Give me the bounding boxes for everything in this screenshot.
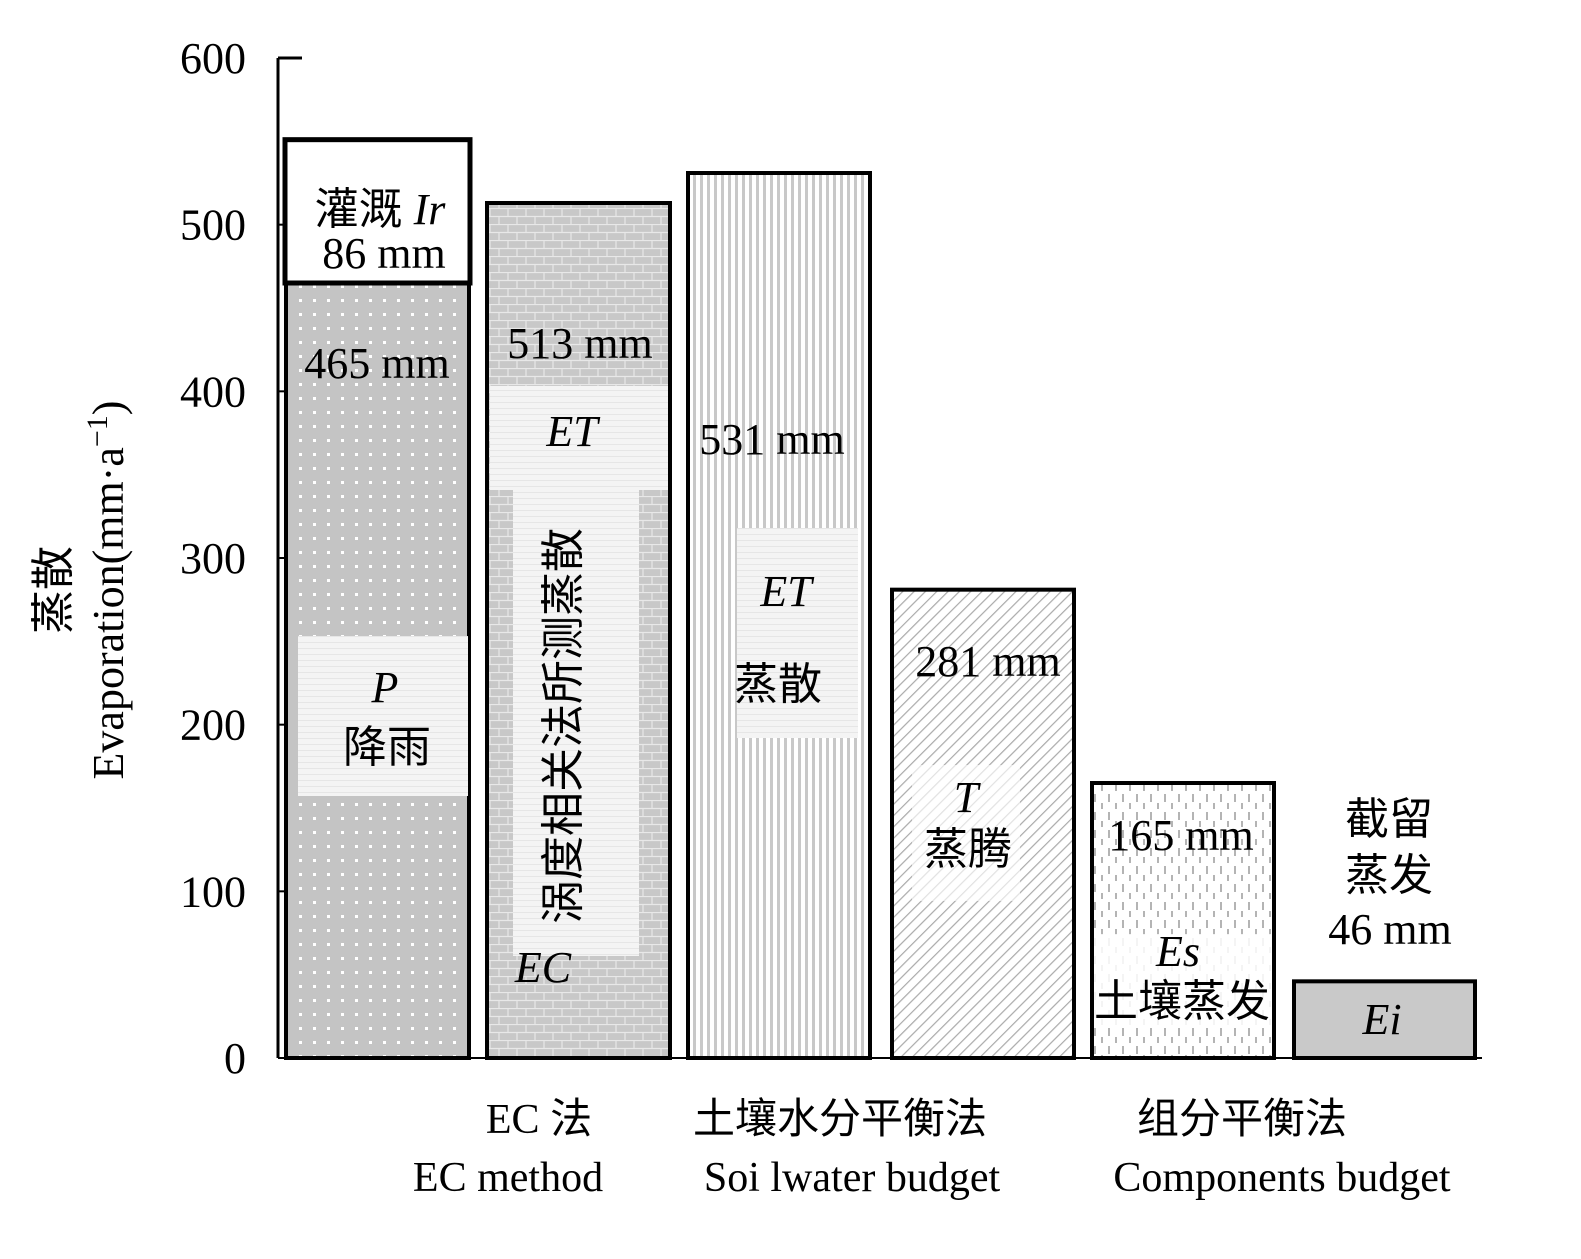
y-axis-label-en-main: Evaporation(mm·a [84,447,133,779]
y-tick-label: 200 [180,701,246,750]
category-ec-en: EC method [413,1155,603,1201]
label-swb-cn: 蒸散 [734,660,822,709]
category-swb-en: Soi lwater budget [704,1155,1001,1201]
bar-transpiration-inner-panel [912,765,1020,901]
label-soil-evap-cn: 土壤蒸发 [1094,977,1270,1026]
category-swb-cn: 土壤水分平衡法 [693,1096,987,1143]
label-interception-value: 46 mm [1328,905,1451,954]
y-axis-label-sup: −1 [81,415,114,447]
label-ec-vertical: 涡度相关法所测蒸散 [539,528,588,924]
label-interception-cn-2: 蒸发 [1345,851,1433,900]
label-irrigation-value: 86 mm [322,229,445,278]
y-tick-label: 600 [180,34,246,83]
label-ec-ec: EC [514,943,572,992]
label-precip-value: 465 mm [304,339,449,388]
label-interception-cn-1: 截留 [1345,795,1433,844]
y-tick-label: 0 [224,1034,246,1083]
label-precip-cn: 降雨 [343,723,431,772]
label-swb-et: ET [759,567,815,616]
y-tick-label: 300 [180,534,246,583]
bar-interception [1292,979,1477,1060]
label-precip-symbol: P [371,663,399,712]
label-ec-et: ET [545,407,601,456]
label-irrigation-prefix: 灌溉 [315,185,414,234]
label-irrigation-symbol: Ir [413,185,447,234]
label-soil-evap-es: Es [1155,927,1200,976]
y-axis-label-close: ) [84,401,133,416]
label-transpiration-value: 281 mm [915,637,1060,686]
bar-ec-inner-panel [513,490,639,956]
bar-labels: 灌溉 Ir 86 mm 465 mm P 降雨 513 mm ET 涡度相关法所… [304,185,1451,1044]
y-tick-label: 500 [180,201,246,250]
category-ec-cn: EC 法 [486,1097,592,1143]
bar-ec-inner-panel-top [490,386,668,490]
category-comp-cn: 组分平衡法 [1137,1097,1347,1143]
bar-precip-inner-panel [298,636,468,796]
bars [282,137,1477,1061]
x-axis-categories: EC 法 EC method 土壤水分平衡法 Soi lwater budget… [413,1096,1451,1201]
y-tick-label: 100 [180,867,246,916]
y-ticks: 0 100 200 300 400 500 600 [180,34,286,1083]
label-interception-ei: Ei [1361,995,1401,1044]
label-irrigation-title: 灌溉 Ir [315,185,447,234]
y-axis: 0 100 200 300 400 500 600 [180,34,1482,1083]
bar-soil-evap-inner-panel [1094,934,1272,1028]
label-ec-value: 513 mm [507,319,652,368]
bar-swb-inner-panel [737,528,858,738]
bar-irrigation [282,137,473,286]
label-transpiration-cn: 蒸腾 [924,825,1012,874]
label-swb-value: 531 mm [699,415,844,464]
y-axis-label-cn: 蒸散 [29,546,78,634]
label-soil-evap-value: 165 mm [1108,811,1253,860]
y-tick-label: 400 [180,367,246,416]
label-transpiration-t: T [954,773,982,822]
y-axis-label-en: Evaporation(mm·a−1) [81,401,133,780]
category-comp-en: Components budget [1113,1155,1450,1201]
